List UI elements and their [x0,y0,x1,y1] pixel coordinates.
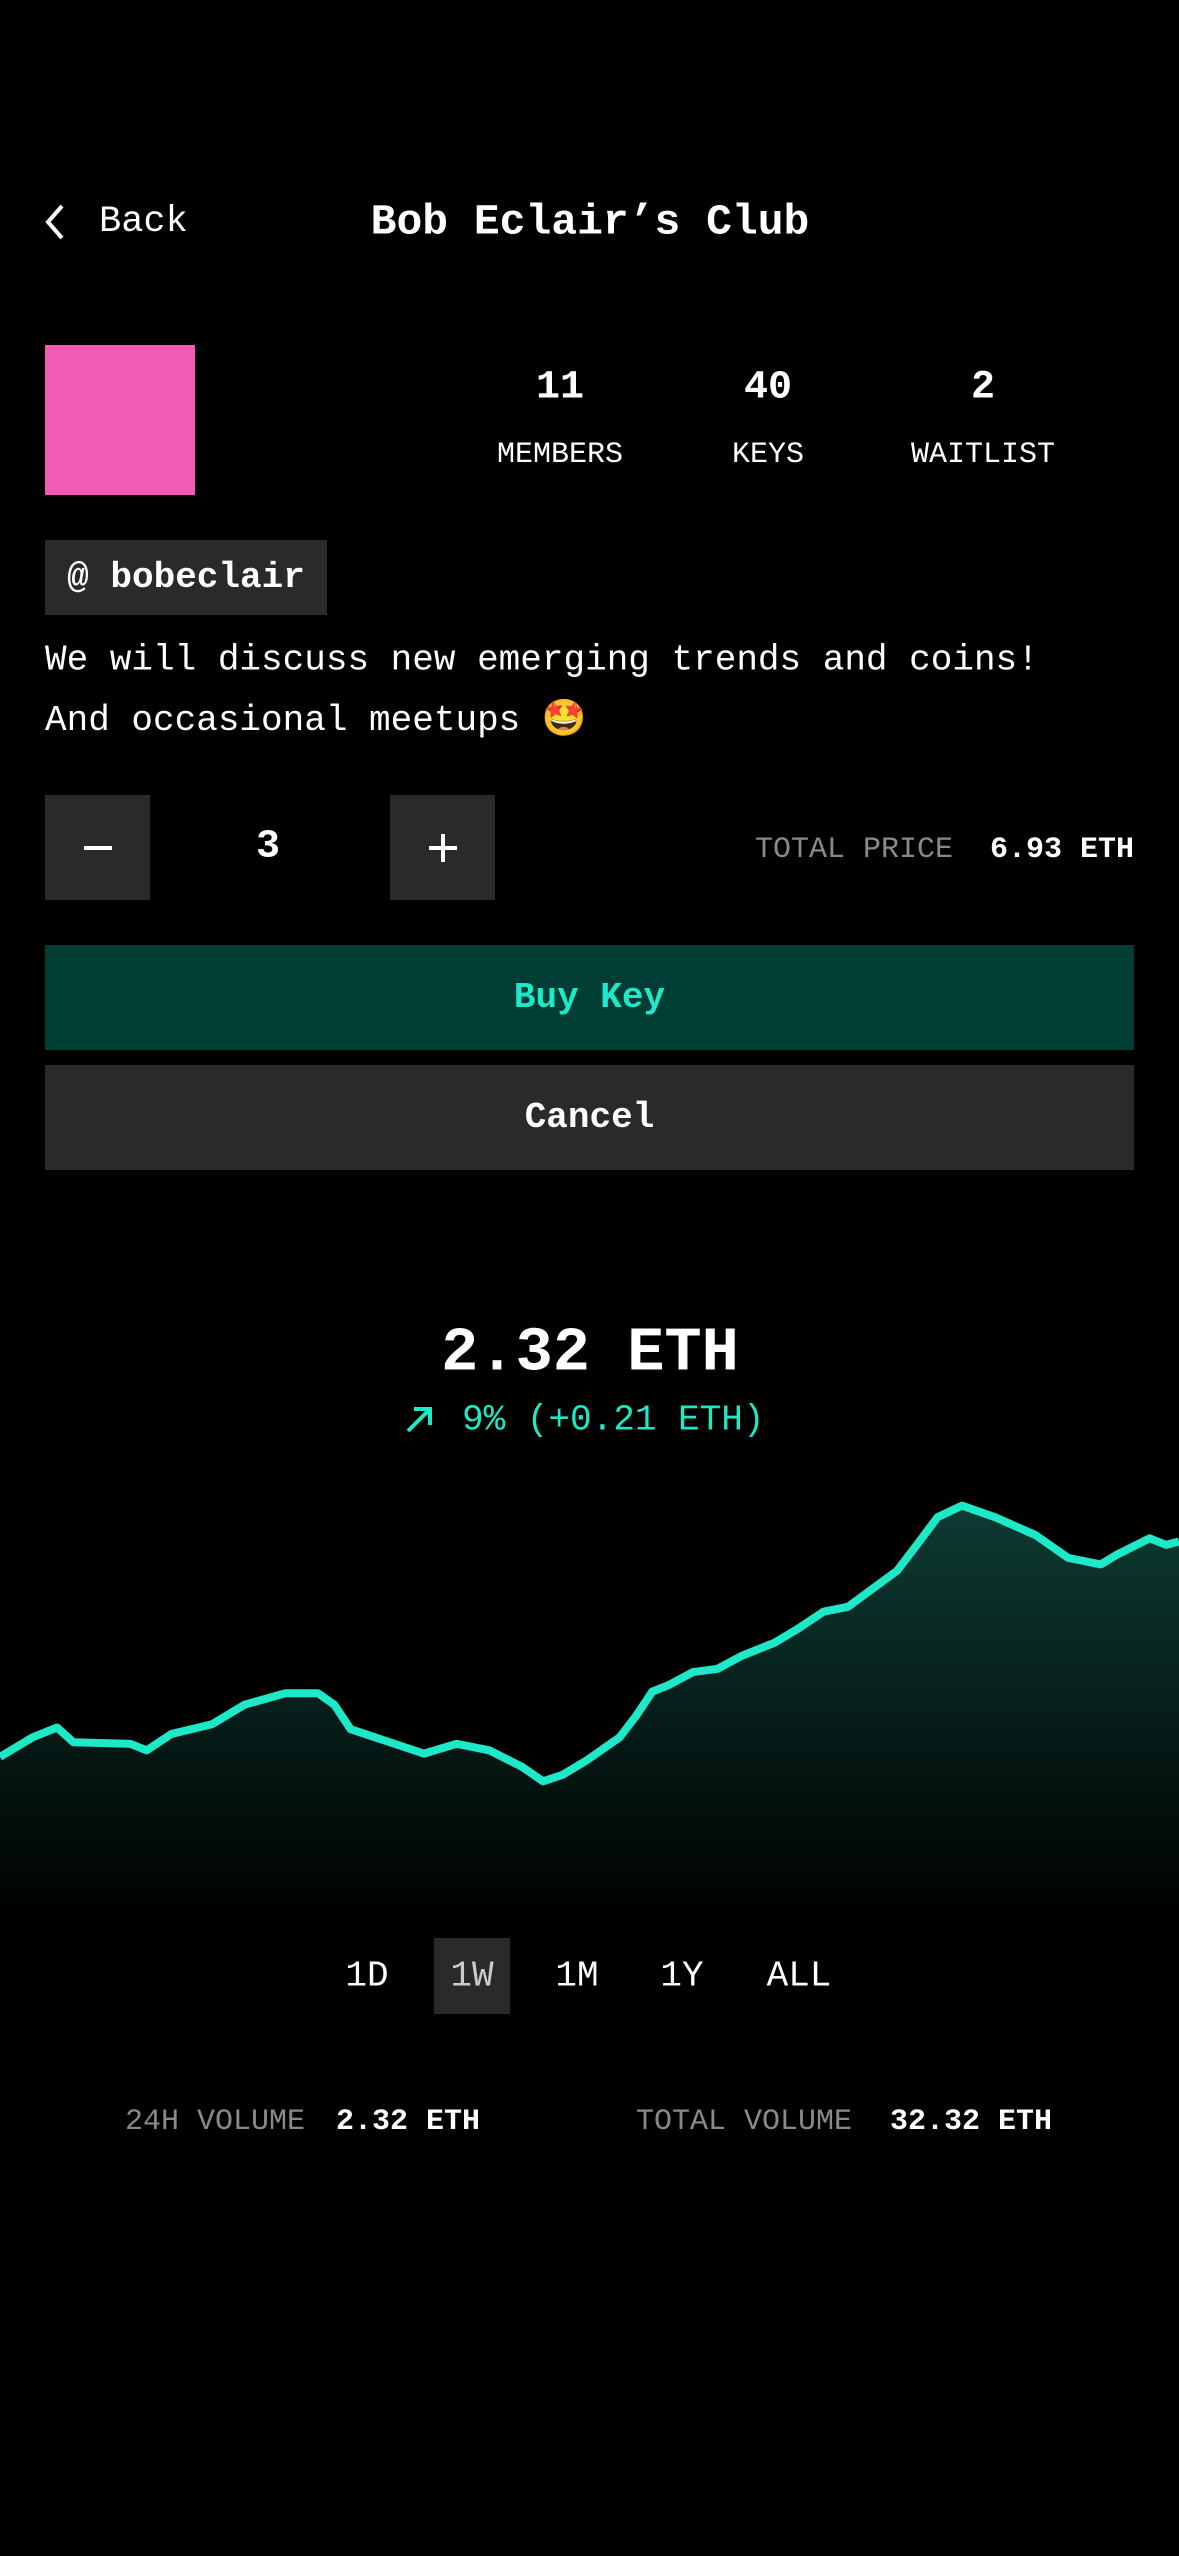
range-option[interactable]: 1D [345,1955,389,1997]
range-option[interactable]: 1W [450,1955,494,1997]
volume-value: 32.32 ETH [890,2105,1053,2139]
quantity: 3 [255,824,281,870]
chart-area [0,1505,1179,1920]
stat-label: KEYS [731,438,805,472]
stat-label: MEMBERS [496,438,624,472]
title: Bob Eclair’s Club [370,197,810,247]
range-option[interactable]: 1Y [660,1955,704,1997]
volume-label: 24H VOLUME [124,2105,305,2139]
back-icon[interactable] [40,202,70,242]
description-line: We will discuss new emerging trends and … [45,639,1039,681]
price: 2.32 ETH [441,1317,739,1389]
plus-button[interactable] [390,795,495,900]
minus-icon [83,845,112,850]
minus-button[interactable] [45,795,150,900]
back-button[interactable]: Back [99,201,188,243]
plus-icon [428,833,457,862]
cancel-button[interactable]: Cancel [45,1065,1134,1170]
handle: @ bobeclair [45,540,327,615]
price-change: 9% (+0.21 ETH) [462,1399,765,1441]
range-option[interactable]: ALL [766,1955,832,1997]
price-chart [0,1460,1179,1920]
stat-value: 40 [743,365,793,411]
volume-value: 2.32 ETH [336,2105,481,2139]
stat-value: 2 [970,365,996,411]
total-price-value: 6.93 ETH [989,833,1134,867]
volume-label: TOTAL VOLUME [636,2105,853,2139]
avatar [45,345,195,495]
range-option[interactable]: 1M [555,1955,599,1997]
up-arrow-icon [406,1407,432,1433]
description-line: And occasional meetups 🤩 [45,700,587,741]
stat-label: WAITLIST [910,438,1056,472]
total-price-label: TOTAL PRICE [754,833,953,867]
range-highlight [434,1938,510,2014]
chart-line [0,1506,1179,1782]
stat-value: 11 [535,365,585,411]
buy-button[interactable]: Buy Key [45,945,1134,1050]
